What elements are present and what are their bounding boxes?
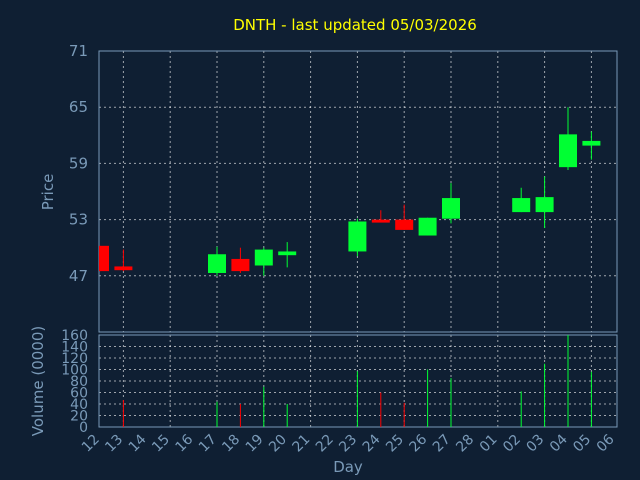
x-tick-06: 06 — [594, 431, 618, 455]
candle-body-23 — [348, 221, 367, 252]
candle-body-03 — [535, 197, 554, 213]
x-tick-27: 27 — [430, 432, 454, 456]
x-tick-28: 28 — [453, 432, 477, 456]
x-axis-ticks: 12 13 14 15 16 17 18 19 20 21 22 23 24 25 26 27 28 01 02 03… — [79, 431, 618, 455]
volume-tick-160: 160 — [61, 328, 88, 344]
volume-tick-80: 80 — [70, 374, 88, 390]
volume-tick-100: 100 — [61, 363, 88, 379]
volume-grid — [98, 334, 618, 428]
volume-tick-120: 120 — [61, 351, 88, 367]
price-tick-53: 53 — [69, 211, 88, 229]
price-tick-59: 59 — [69, 154, 88, 172]
x-tick-25: 25 — [383, 432, 407, 456]
candle-body-20 — [278, 251, 297, 256]
volume-axis-label: Volume (0000) — [29, 326, 47, 436]
x-tick-18: 18 — [219, 432, 243, 456]
x-tick-13: 13 — [102, 432, 126, 456]
candles — [99, 107, 601, 276]
x-tick-01: 01 — [477, 432, 501, 456]
price-tick-71: 71 — [69, 42, 88, 60]
volume-tick-60: 60 — [70, 386, 88, 402]
x-tick-22: 22 — [313, 432, 337, 456]
candle-body-17 — [208, 254, 226, 273]
x-tick-14: 14 — [126, 431, 150, 455]
volume-tick-140: 140 — [61, 340, 88, 356]
x-tick-26: 26 — [407, 431, 431, 455]
price-axis-ticks: 47 53 59 65 71 — [69, 42, 88, 285]
price-tick-65: 65 — [69, 98, 88, 116]
candle-body-04 — [559, 134, 577, 168]
price-panel-border — [98, 50, 618, 333]
volume-tick-20: 20 — [70, 409, 88, 425]
candle-body-19 — [254, 249, 273, 266]
candle-body-02 — [512, 198, 531, 213]
chart-title: DNTH - last updated 05/03/2026 — [233, 16, 477, 34]
x-tick-24: 24 — [360, 431, 384, 455]
x-tick-04: 04 — [547, 431, 571, 455]
candle-body-26 — [418, 217, 437, 236]
volume-bars — [122, 335, 592, 427]
x-tick-16: 16 — [173, 431, 197, 455]
candle-body-05 — [582, 140, 601, 146]
x-tick-19: 19 — [243, 432, 267, 456]
price-grid — [98, 50, 618, 333]
x-axis-label: Day — [333, 458, 363, 476]
volume-tick-0: 0 — [79, 420, 88, 436]
x-tick-05: 05 — [570, 432, 594, 456]
candle-body-25 — [395, 219, 414, 230]
candle-body-27 — [442, 198, 460, 219]
candle-body-24 — [371, 219, 390, 223]
candle-body-12 — [99, 245, 109, 272]
price-axis-label: Price — [39, 174, 57, 211]
x-tick-02: 02 — [500, 432, 524, 456]
x-tick-21: 21 — [290, 432, 314, 456]
volume-panel-border — [98, 334, 618, 428]
x-tick-03: 03 — [524, 432, 548, 456]
x-tick-15: 15 — [149, 432, 173, 456]
volume-tick-40: 40 — [70, 397, 88, 413]
x-tick-20: 20 — [266, 432, 290, 456]
x-tick-17: 17 — [196, 432, 220, 456]
price-tick-47: 47 — [69, 267, 88, 285]
candle-body-18 — [231, 258, 250, 272]
candle-body-13 — [114, 266, 133, 271]
x-tick-23: 23 — [336, 432, 360, 456]
